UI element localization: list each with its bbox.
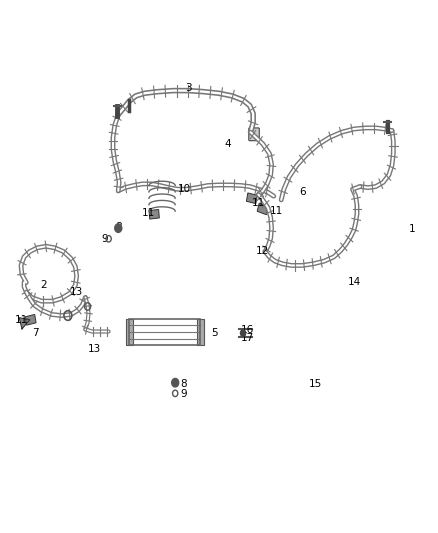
Text: 17: 17 [241, 334, 254, 343]
Text: 13: 13 [88, 344, 101, 354]
Text: 14: 14 [348, 278, 361, 287]
FancyBboxPatch shape [247, 193, 257, 204]
Text: 5: 5 [211, 328, 218, 338]
Text: 15: 15 [309, 379, 322, 389]
FancyBboxPatch shape [249, 128, 259, 141]
Text: 8: 8 [180, 379, 187, 389]
Circle shape [240, 330, 246, 336]
Polygon shape [19, 318, 30, 329]
Text: 10: 10 [177, 184, 191, 194]
Text: 9: 9 [102, 234, 109, 244]
Text: 1: 1 [408, 224, 415, 234]
Text: 9: 9 [180, 390, 187, 399]
Polygon shape [126, 319, 133, 345]
Text: 11: 11 [269, 206, 283, 215]
Text: 7: 7 [32, 328, 39, 338]
Text: 8: 8 [115, 222, 122, 231]
Text: 6: 6 [299, 187, 306, 197]
Text: 3: 3 [185, 83, 192, 93]
FancyBboxPatch shape [149, 209, 159, 219]
Text: 2: 2 [40, 280, 47, 290]
Text: 11: 11 [15, 315, 28, 325]
FancyBboxPatch shape [25, 314, 36, 325]
Text: 16: 16 [241, 326, 254, 335]
Text: 11: 11 [252, 198, 265, 207]
Text: 4: 4 [224, 139, 231, 149]
Text: 11: 11 [142, 208, 155, 218]
Text: 12: 12 [256, 246, 269, 255]
Polygon shape [197, 319, 204, 345]
Circle shape [172, 378, 179, 387]
Text: 13: 13 [70, 287, 83, 297]
FancyBboxPatch shape [257, 203, 268, 215]
Circle shape [115, 224, 122, 232]
